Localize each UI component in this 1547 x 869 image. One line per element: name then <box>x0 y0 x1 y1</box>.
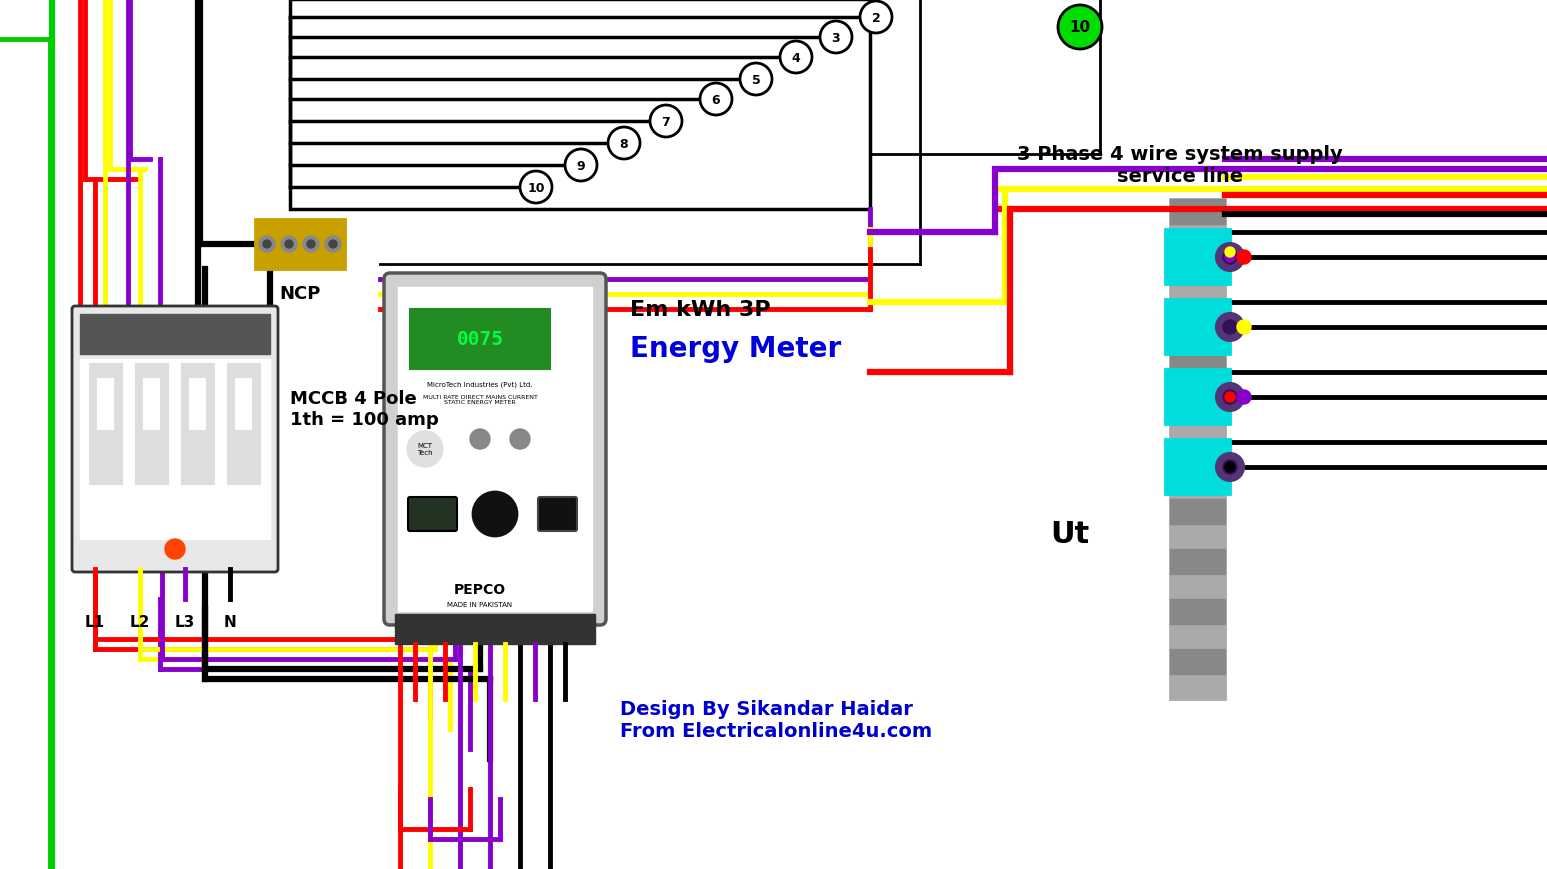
Circle shape <box>739 64 772 96</box>
Circle shape <box>780 42 812 74</box>
Text: 5: 5 <box>752 73 761 86</box>
Circle shape <box>470 429 490 449</box>
Circle shape <box>1224 321 1238 335</box>
Text: MULTI RATE DIRECT MAINS CURRENT
STATIC ENERGY METER: MULTI RATE DIRECT MAINS CURRENT STATIC E… <box>422 395 537 405</box>
Bar <box>90 365 122 484</box>
FancyBboxPatch shape <box>408 497 456 531</box>
Bar <box>237 380 251 429</box>
Circle shape <box>306 241 316 249</box>
Circle shape <box>1225 253 1235 262</box>
Circle shape <box>520 172 552 203</box>
Circle shape <box>1216 243 1244 272</box>
Text: MCT
Tech: MCT Tech <box>418 443 433 456</box>
Circle shape <box>565 149 597 182</box>
Text: N: N <box>224 614 237 629</box>
Bar <box>255 220 345 269</box>
Circle shape <box>1224 251 1238 265</box>
Bar <box>1170 300 1225 325</box>
Circle shape <box>407 432 442 468</box>
Circle shape <box>1216 454 1244 481</box>
Text: PEPCO: PEPCO <box>453 582 506 596</box>
Text: 10: 10 <box>528 182 545 195</box>
Bar <box>1170 400 1225 425</box>
Circle shape <box>473 493 517 536</box>
Text: 9: 9 <box>577 159 585 172</box>
Text: Ut: Ut <box>1050 520 1089 548</box>
Text: MicroTech Industries (Pvt) Ltd.: MicroTech Industries (Pvt) Ltd. <box>427 381 532 388</box>
Circle shape <box>325 236 340 253</box>
Circle shape <box>330 241 337 249</box>
Bar <box>1170 249 1225 275</box>
Circle shape <box>285 241 292 249</box>
Text: Design By Sikandar Haidar
From Electricalonline4u.com: Design By Sikandar Haidar From Electrica… <box>620 700 933 740</box>
Circle shape <box>1216 314 1244 342</box>
Circle shape <box>1238 251 1252 265</box>
Text: 10: 10 <box>1069 21 1091 36</box>
Bar <box>1170 600 1225 624</box>
Text: Em kWh 3P: Em kWh 3P <box>630 300 770 320</box>
Text: Energy Meter: Energy Meter <box>630 335 842 362</box>
Bar <box>398 288 593 611</box>
Circle shape <box>1058 6 1101 50</box>
Bar <box>1170 500 1225 524</box>
Text: 6: 6 <box>712 93 721 106</box>
Circle shape <box>1238 390 1252 405</box>
Text: 2: 2 <box>871 11 880 24</box>
Bar <box>289 0 869 209</box>
Circle shape <box>1216 383 1244 412</box>
Circle shape <box>258 236 275 253</box>
Circle shape <box>1225 393 1235 402</box>
Circle shape <box>263 241 271 249</box>
Bar <box>1170 449 1225 474</box>
Bar <box>394 614 596 644</box>
Bar <box>1165 300 1230 355</box>
Text: 4: 4 <box>792 51 800 64</box>
Bar <box>1165 440 1230 494</box>
Circle shape <box>166 540 186 560</box>
Bar <box>97 380 113 429</box>
Text: L3: L3 <box>175 614 195 629</box>
Bar <box>1165 229 1230 285</box>
Bar <box>144 380 159 429</box>
Bar <box>190 380 206 429</box>
Text: NCP: NCP <box>280 285 320 302</box>
Circle shape <box>699 84 732 116</box>
Bar <box>1170 200 1225 700</box>
Circle shape <box>860 2 893 34</box>
Circle shape <box>1224 461 1238 474</box>
Bar <box>1165 369 1230 425</box>
FancyBboxPatch shape <box>384 274 606 626</box>
Bar <box>410 309 551 369</box>
Circle shape <box>608 128 640 160</box>
Circle shape <box>1225 248 1235 258</box>
Circle shape <box>511 429 531 449</box>
Text: MCCB 4 Pole
1th = 100 amp: MCCB 4 Pole 1th = 100 amp <box>289 389 439 428</box>
Bar <box>183 365 213 484</box>
FancyBboxPatch shape <box>538 497 577 531</box>
Bar <box>1170 349 1225 375</box>
Bar <box>227 365 260 484</box>
FancyBboxPatch shape <box>73 307 278 573</box>
Circle shape <box>1225 462 1235 473</box>
Text: L2: L2 <box>130 614 150 629</box>
Bar <box>80 360 271 540</box>
Bar <box>136 365 169 484</box>
Circle shape <box>282 236 297 253</box>
Text: 8: 8 <box>620 137 628 150</box>
Circle shape <box>650 106 682 138</box>
Circle shape <box>1224 390 1238 405</box>
Circle shape <box>820 22 852 54</box>
Text: 0075: 0075 <box>456 330 503 349</box>
Text: 7: 7 <box>662 116 670 129</box>
Circle shape <box>1238 321 1252 335</box>
Text: MADE IN PAKISTAN: MADE IN PAKISTAN <box>447 601 512 607</box>
Bar <box>1170 649 1225 674</box>
Bar <box>80 315 271 355</box>
Bar <box>1170 549 1225 574</box>
Circle shape <box>303 236 319 253</box>
Bar <box>1170 200 1225 225</box>
Text: 3: 3 <box>832 31 840 44</box>
Text: 3 Phase 4 wire system supply
service line: 3 Phase 4 wire system supply service lin… <box>1016 145 1343 186</box>
Text: L1: L1 <box>85 614 105 629</box>
